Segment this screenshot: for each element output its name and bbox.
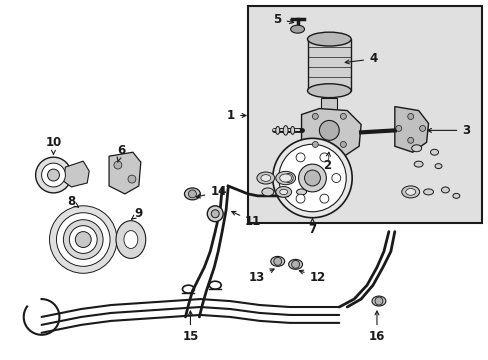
Bar bbox=[321, 98, 337, 112]
Circle shape bbox=[395, 125, 401, 131]
Circle shape bbox=[278, 144, 346, 212]
Polygon shape bbox=[301, 109, 360, 156]
Circle shape bbox=[291, 260, 299, 268]
Circle shape bbox=[296, 153, 305, 162]
Text: 4: 4 bbox=[345, 53, 377, 66]
Ellipse shape bbox=[307, 84, 350, 98]
Circle shape bbox=[319, 194, 328, 203]
Circle shape bbox=[319, 153, 328, 162]
Text: 15: 15 bbox=[182, 311, 198, 343]
Text: 13: 13 bbox=[248, 269, 274, 284]
Text: 1: 1 bbox=[226, 109, 245, 122]
Ellipse shape bbox=[260, 175, 270, 181]
Circle shape bbox=[47, 169, 60, 181]
Text: 6: 6 bbox=[117, 144, 125, 162]
Text: 10: 10 bbox=[45, 136, 61, 154]
Circle shape bbox=[273, 257, 281, 265]
Text: 12: 12 bbox=[299, 270, 325, 284]
Circle shape bbox=[407, 137, 413, 143]
Circle shape bbox=[41, 163, 65, 187]
Ellipse shape bbox=[307, 32, 350, 46]
Circle shape bbox=[128, 175, 136, 183]
Text: 11: 11 bbox=[231, 211, 261, 228]
Circle shape bbox=[114, 161, 122, 169]
Text: 2: 2 bbox=[323, 152, 331, 172]
Text: 9: 9 bbox=[131, 207, 142, 220]
Text: 16: 16 bbox=[368, 311, 385, 343]
Ellipse shape bbox=[296, 189, 306, 195]
Circle shape bbox=[296, 194, 305, 203]
Text: 7: 7 bbox=[308, 217, 316, 236]
Text: 8: 8 bbox=[67, 195, 79, 208]
Circle shape bbox=[340, 141, 346, 147]
Ellipse shape bbox=[275, 171, 295, 185]
Ellipse shape bbox=[270, 256, 284, 266]
Circle shape bbox=[298, 164, 325, 192]
Circle shape bbox=[207, 206, 223, 222]
Bar bbox=[307, 39, 350, 91]
Circle shape bbox=[63, 220, 103, 260]
Ellipse shape bbox=[405, 189, 415, 195]
Ellipse shape bbox=[371, 296, 385, 306]
Ellipse shape bbox=[423, 189, 433, 195]
Ellipse shape bbox=[434, 164, 441, 168]
Circle shape bbox=[56, 213, 110, 266]
Ellipse shape bbox=[401, 186, 419, 198]
Circle shape bbox=[49, 206, 117, 273]
Ellipse shape bbox=[429, 149, 438, 155]
Ellipse shape bbox=[275, 186, 291, 197]
Circle shape bbox=[312, 141, 318, 147]
Ellipse shape bbox=[290, 25, 304, 33]
Ellipse shape bbox=[279, 174, 291, 182]
Circle shape bbox=[284, 174, 292, 183]
Ellipse shape bbox=[283, 126, 287, 135]
Ellipse shape bbox=[123, 231, 138, 248]
Circle shape bbox=[331, 174, 340, 183]
Ellipse shape bbox=[290, 126, 294, 134]
Circle shape bbox=[75, 231, 91, 247]
Ellipse shape bbox=[411, 145, 421, 152]
Ellipse shape bbox=[452, 193, 459, 198]
Polygon shape bbox=[394, 107, 427, 152]
Ellipse shape bbox=[288, 260, 302, 269]
Text: 5: 5 bbox=[273, 13, 293, 26]
Circle shape bbox=[319, 121, 339, 140]
Circle shape bbox=[69, 226, 97, 253]
Ellipse shape bbox=[262, 188, 273, 196]
Bar bbox=[247, 6, 481, 223]
Ellipse shape bbox=[275, 126, 279, 134]
Circle shape bbox=[340, 113, 346, 119]
Polygon shape bbox=[63, 161, 89, 187]
Polygon shape bbox=[109, 152, 141, 194]
Circle shape bbox=[312, 113, 318, 119]
Circle shape bbox=[304, 170, 320, 186]
Ellipse shape bbox=[256, 172, 274, 184]
Ellipse shape bbox=[184, 188, 200, 200]
Circle shape bbox=[36, 157, 71, 193]
Ellipse shape bbox=[116, 221, 145, 258]
Circle shape bbox=[407, 113, 413, 120]
Circle shape bbox=[374, 297, 382, 305]
Text: 14: 14 bbox=[196, 185, 226, 198]
Text: 3: 3 bbox=[427, 124, 469, 137]
Circle shape bbox=[419, 125, 425, 131]
Ellipse shape bbox=[413, 161, 422, 167]
Ellipse shape bbox=[279, 189, 287, 195]
Circle shape bbox=[188, 190, 196, 198]
Circle shape bbox=[211, 210, 219, 218]
Circle shape bbox=[272, 138, 351, 218]
Ellipse shape bbox=[441, 187, 448, 193]
